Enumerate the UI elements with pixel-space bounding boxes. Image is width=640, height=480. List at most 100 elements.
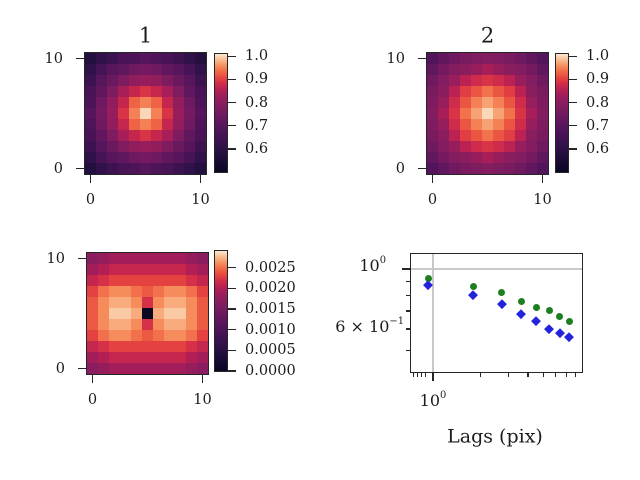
y-axis-tick	[418, 167, 426, 170]
heatmap-cell	[142, 352, 153, 363]
heatmap-cell	[184, 86, 195, 97]
heatmap-cell	[151, 119, 162, 130]
y-axis-tick	[418, 57, 426, 60]
heatmap-cell	[460, 141, 471, 152]
heatmap-cell	[449, 130, 460, 141]
heatmap-cell	[493, 64, 504, 75]
heatmap-cell	[153, 264, 164, 275]
heatmap-cell	[164, 264, 175, 275]
acf-2-colorbar	[555, 53, 569, 173]
heatmap-cell	[107, 53, 118, 64]
heatmap-cell	[140, 97, 151, 108]
heatmap-cell	[526, 108, 537, 119]
heatmap-cell	[197, 308, 208, 319]
heatmap-cell	[120, 286, 131, 297]
heatmap-cell	[140, 119, 151, 130]
heatmap-cell	[151, 53, 162, 64]
heatmap-cell	[140, 141, 151, 152]
heatmap-cell	[184, 163, 195, 174]
heatmap-cell	[164, 286, 175, 297]
heatmap-cell	[471, 64, 482, 75]
heatmap-cell	[184, 53, 195, 64]
heatmap-cell	[504, 108, 515, 119]
heatmap-cell	[162, 119, 173, 130]
heatmap-cell	[482, 119, 493, 130]
y-axis-tick	[78, 257, 86, 260]
heatmap-cell	[195, 64, 206, 75]
heatmap-cell	[471, 108, 482, 119]
heatmap-cell	[449, 141, 460, 152]
heatmap-cell	[118, 130, 129, 141]
heatmap-cell	[493, 152, 504, 163]
colorbar-tick	[569, 55, 577, 57]
heatmap-cell	[482, 141, 493, 152]
heatmap-cell	[184, 152, 195, 163]
heatmap-cell	[493, 75, 504, 86]
heatmap-cell	[118, 53, 129, 64]
y-axis-tick-label: 0	[53, 160, 63, 177]
heatmap-cell	[118, 64, 129, 75]
heatmap-cell	[449, 119, 460, 130]
heatmap-cell	[184, 130, 195, 141]
heatmap-cell	[98, 297, 109, 308]
heatmap-cell	[118, 163, 129, 174]
heatmap-cell	[96, 152, 107, 163]
heatmap-cell	[142, 253, 153, 264]
scatter-x-major-tick	[432, 373, 434, 381]
heatmap-cell	[153, 253, 164, 264]
heatmap-cell	[515, 53, 526, 64]
colorbar-tick-label: 0.7	[245, 117, 269, 134]
heatmap-cell	[162, 163, 173, 174]
heatmap-cell	[129, 152, 140, 163]
heatmap-cell	[493, 130, 504, 141]
heatmap-cell	[515, 97, 526, 108]
colorbar-tick	[569, 125, 577, 127]
heatmap-cell	[120, 297, 131, 308]
colorbar-tick-label: 1.0	[245, 48, 269, 65]
heatmap-cell	[96, 163, 107, 174]
heatmap-cell	[175, 352, 186, 363]
heatmap-cell	[427, 53, 438, 64]
heatmap-cell	[109, 363, 120, 374]
heatmap-cell	[87, 297, 98, 308]
heatmap-cell	[129, 163, 140, 174]
heatmap-cell	[471, 75, 482, 86]
heatmap-cell	[118, 152, 129, 163]
colorbar-tick-label: 0.0000	[245, 362, 296, 379]
heatmap-cell	[164, 330, 175, 341]
heatmap-cell	[96, 108, 107, 119]
heatmap-cell	[109, 253, 120, 264]
heatmap-cell	[175, 275, 186, 286]
heatmap-cell	[482, 163, 493, 174]
heatmap-cell	[515, 108, 526, 119]
heatmap-cell	[142, 297, 153, 308]
heatmap-cell	[131, 330, 142, 341]
heatmap-cell	[107, 86, 118, 97]
heatmap-cell	[120, 253, 131, 264]
heatmap-cell	[186, 275, 197, 286]
heatmap-cell	[129, 75, 140, 86]
heatmap-cell	[109, 330, 120, 341]
heatmap-cell	[164, 352, 175, 363]
heatmap-cell	[197, 352, 208, 363]
heatmap-cell	[140, 152, 151, 163]
x-axis-tick	[541, 175, 544, 183]
heatmap-cell	[537, 64, 548, 75]
heatmap-cell	[515, 86, 526, 97]
heatmap-cell	[85, 75, 96, 86]
heatmap-cell	[173, 130, 184, 141]
heatmap-cell	[175, 253, 186, 264]
scatter-y-minor-tick	[406, 294, 410, 296]
heatmap-cell	[120, 275, 131, 286]
scatter-y-minor-tick	[406, 280, 410, 282]
scatter-xtick-major-label: 100	[419, 390, 447, 410]
heatmap-cell	[96, 119, 107, 130]
heatmap-cell	[482, 64, 493, 75]
heatmap-cell	[162, 75, 173, 86]
heatmap-cell	[109, 319, 120, 330]
scatter-x-minor-tick	[479, 373, 482, 377]
colorbar-tick-label: 0.7	[586, 117, 610, 134]
heatmap-cell	[140, 64, 151, 75]
heatmap-cell	[164, 341, 175, 352]
heatmap-cell	[98, 330, 109, 341]
